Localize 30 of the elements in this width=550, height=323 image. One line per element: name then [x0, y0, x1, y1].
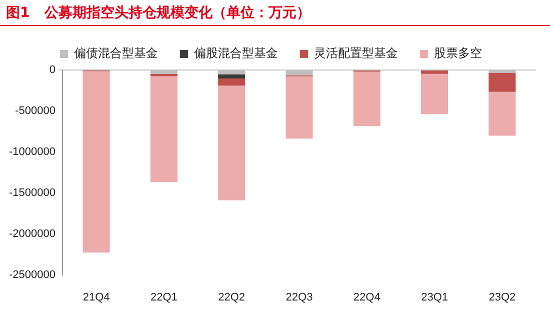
y-tick-label: -500000 — [15, 104, 56, 117]
x-tick-label: 22Q4 — [353, 291, 380, 304]
bar — [218, 78, 246, 86]
bar — [286, 76, 313, 139]
bar — [421, 74, 448, 114]
legend-label: 偏债混合型基金 — [74, 46, 158, 60]
y-tick-label: -1000000 — [8, 146, 56, 158]
x-tick-label: 23Q1 — [421, 291, 448, 304]
bar — [218, 74, 246, 79]
x-tick-label: 22Q2 — [218, 291, 246, 304]
bar — [421, 70, 448, 74]
legend-label: 股票多空 — [434, 46, 482, 60]
bar — [150, 74, 178, 76]
chart-title: 图1 公募期指空头持仓规模变化（单位：万元） — [0, 0, 550, 26]
x-tick-label: 21Q4 — [82, 291, 110, 304]
x-tick-label: 22Q3 — [286, 291, 313, 304]
bar — [150, 76, 178, 182]
bar — [488, 72, 516, 92]
bar — [82, 71, 110, 253]
y-tick-label: -2500000 — [8, 268, 56, 281]
y-tick-label: -2000000 — [8, 228, 56, 240]
legend-label: 灵活配置型基金 — [314, 46, 398, 60]
x-tick-label: 23Q2 — [488, 291, 516, 304]
bar — [353, 72, 380, 126]
y-tick-label: -1500000 — [8, 186, 56, 199]
bar — [488, 92, 516, 136]
bar — [218, 86, 246, 200]
x-tick-label: 22Q1 — [150, 291, 178, 304]
y-tick-label: 0 — [49, 64, 56, 76]
legend-label: 偏股混合型基金 — [194, 46, 278, 60]
